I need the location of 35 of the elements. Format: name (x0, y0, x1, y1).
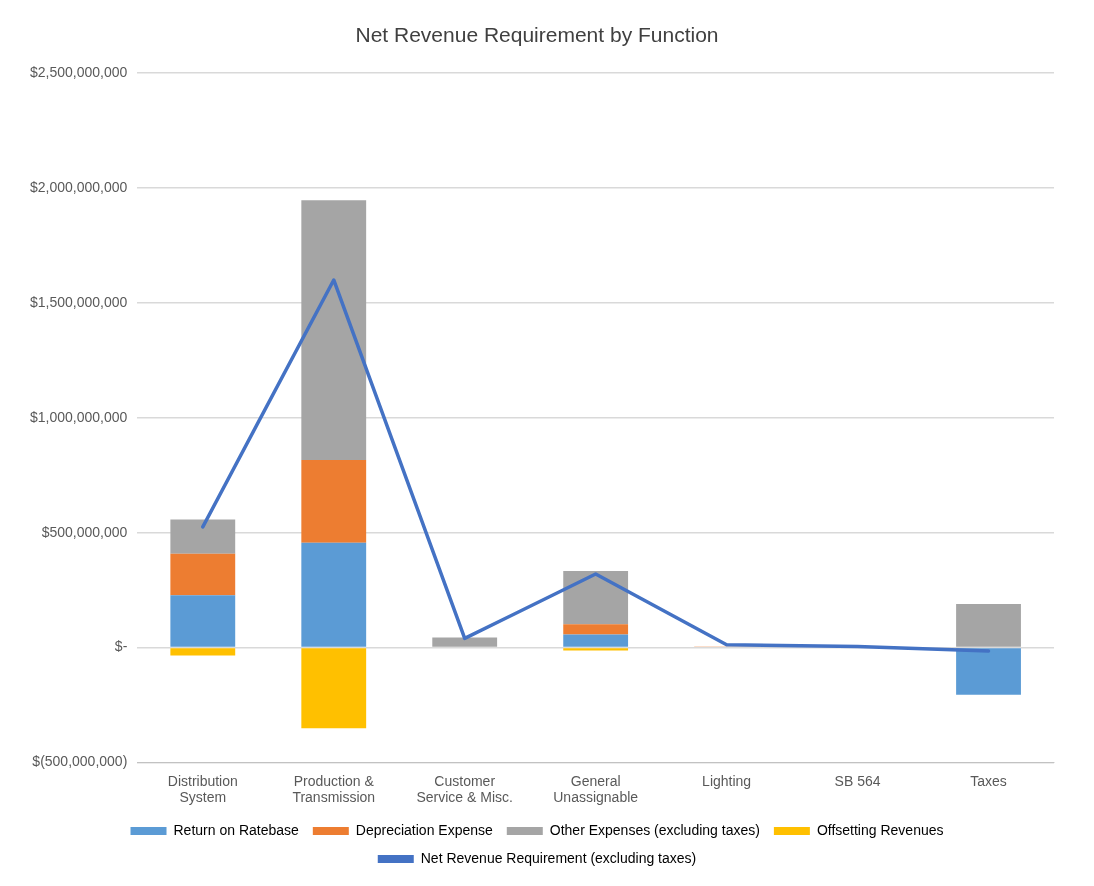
bar (301, 200, 367, 461)
bar (956, 648, 1021, 695)
bar (563, 634, 629, 647)
x-tick-label: General Unassignable (553, 772, 639, 806)
bar (170, 519, 236, 554)
bar (956, 604, 1021, 647)
y-tick-label: $2,000,000,000 (29, 178, 128, 195)
y-tick-label: $1,500,000,000 (29, 293, 128, 310)
legend-label: Offsetting Revenues (816, 821, 944, 838)
legend-label: Return on Ratebase (173, 821, 300, 838)
bar (301, 460, 367, 543)
bar (170, 553, 236, 596)
bar (301, 542, 367, 647)
x-tick-label: SB 564 (834, 772, 881, 789)
x-tick-label: Customer Service & Misc. (416, 772, 513, 806)
y-tick-label: $- (114, 638, 128, 655)
x-tick-label: Production & Transmission (292, 772, 376, 806)
legend-label: Depreciation Expense (355, 821, 493, 838)
chart-title: Net Revenue Requirement by Function (355, 23, 719, 47)
bar (563, 571, 629, 625)
x-tick-label: Distribution System (167, 772, 238, 806)
bar (301, 648, 367, 729)
bar (170, 648, 236, 656)
bar (170, 595, 236, 647)
bar (563, 648, 629, 651)
y-tick-label: $1,000,000,000 (29, 408, 128, 425)
bar (432, 637, 498, 647)
x-tick-label: Lighting (702, 772, 752, 789)
legend-label: Other Expenses (excluding taxes) (549, 821, 760, 838)
x-tick-label: Taxes (970, 772, 1007, 789)
y-tick-label: $2,500,000,000 (29, 64, 128, 81)
y-tick-label: $(500,000,000) (32, 753, 128, 770)
bar (563, 624, 629, 635)
y-tick-label: $500,000,000 (41, 523, 128, 540)
legend-label: Net Revenue Requirement (excluding taxes) (420, 849, 697, 866)
